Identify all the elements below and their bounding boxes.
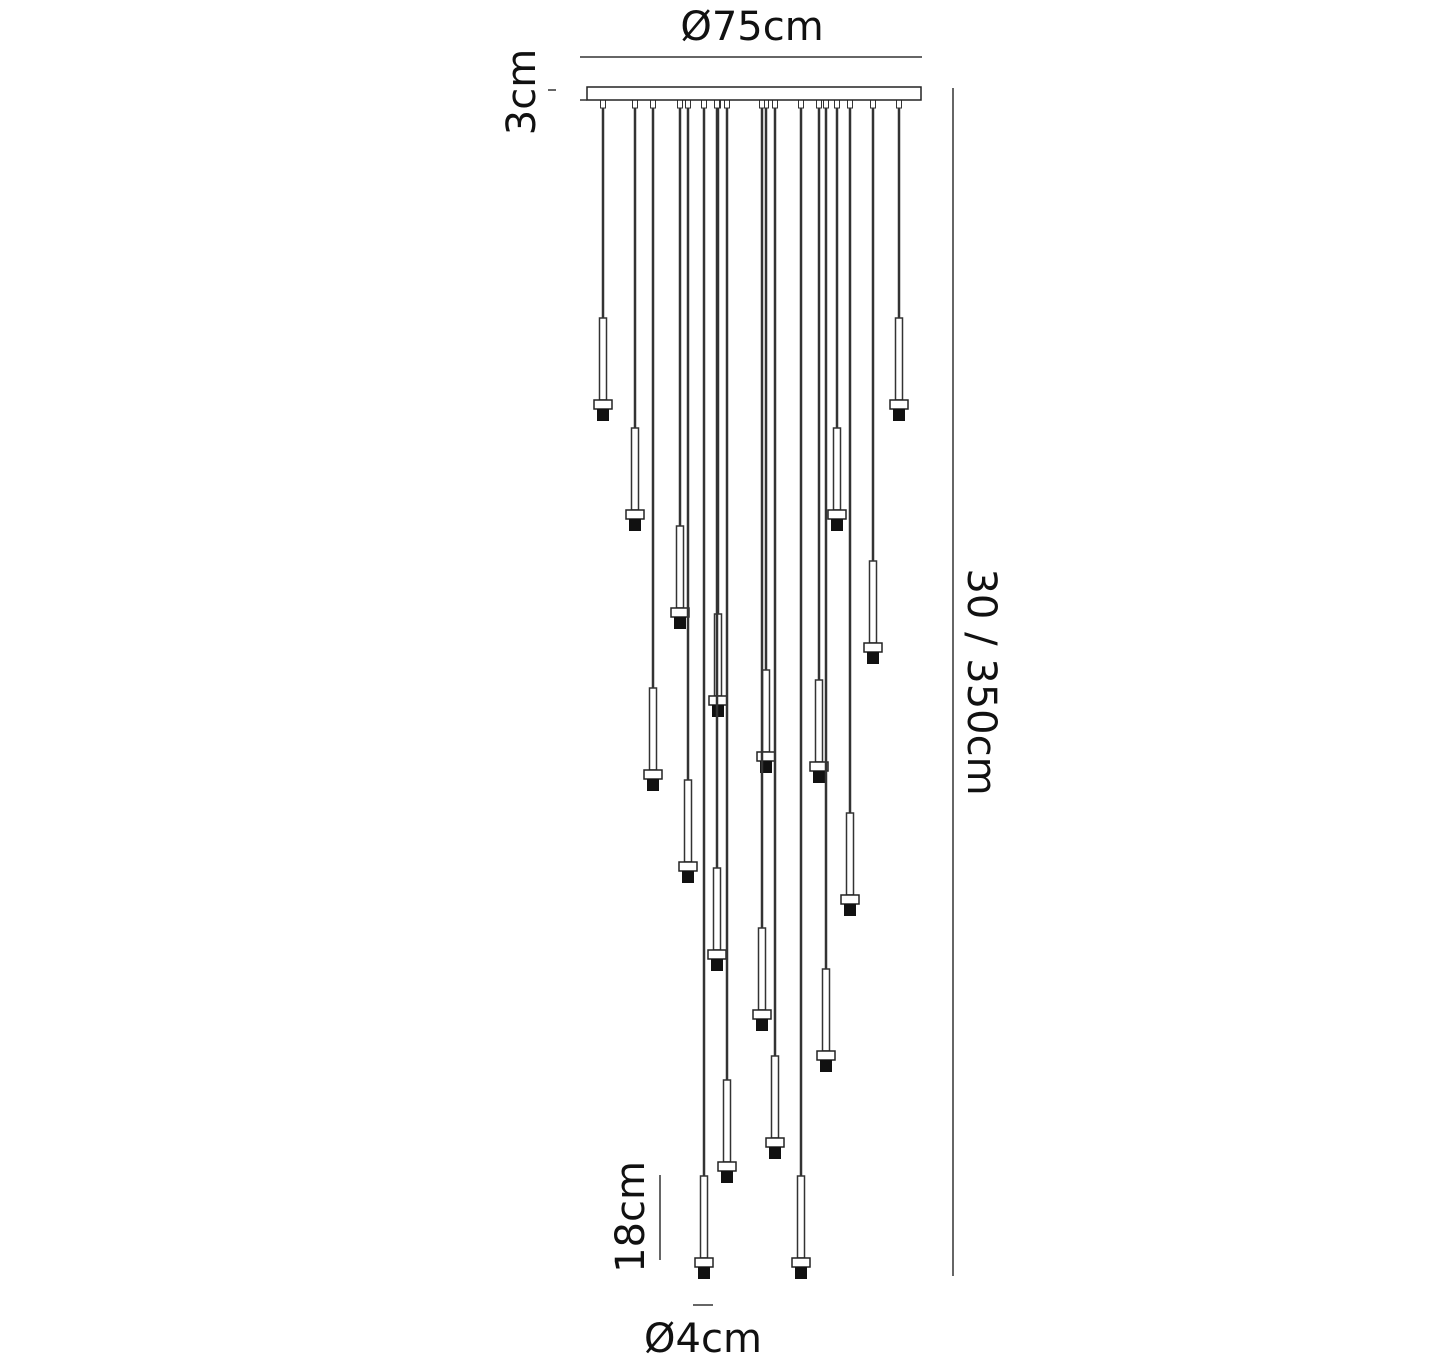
- pendants: [593, 99, 909, 1279]
- cable-grip: [677, 99, 683, 109]
- cable-grip: [650, 99, 656, 109]
- cable-grip: [632, 99, 638, 109]
- shade: [821, 968, 831, 1052]
- holder: [707, 949, 727, 960]
- holder: [593, 399, 613, 410]
- shade: [675, 525, 685, 609]
- shade: [796, 1175, 806, 1259]
- bulb: [844, 904, 856, 916]
- shade: [814, 679, 824, 763]
- bulb: [711, 959, 723, 971]
- cable-grip: [834, 99, 840, 109]
- bulb: [647, 779, 659, 791]
- shade-height-label: 18cm: [608, 1161, 654, 1273]
- bulb: [698, 1267, 710, 1279]
- bulb: [769, 1147, 781, 1159]
- bulb: [795, 1267, 807, 1279]
- shade: [894, 317, 904, 401]
- holder: [752, 1009, 772, 1020]
- bulb: [867, 652, 879, 664]
- width-label: Ø75cm: [680, 4, 823, 50]
- bulb: [831, 519, 843, 531]
- shade: [832, 427, 842, 511]
- cable-grip: [816, 99, 822, 109]
- cable-grip: [896, 99, 902, 109]
- canopy-label: 3cm: [499, 49, 545, 135]
- cable-grip: [714, 99, 720, 109]
- shade-width-label: Ø4cm: [644, 1316, 762, 1361]
- holder: [863, 642, 883, 653]
- holder: [625, 509, 645, 520]
- shade: [757, 927, 767, 1011]
- shade: [845, 812, 855, 896]
- bulb: [597, 409, 609, 421]
- cable-grip: [724, 99, 730, 109]
- holder: [791, 1257, 811, 1268]
- holder: [717, 1161, 737, 1172]
- holder: [816, 1050, 836, 1061]
- bulb: [756, 1019, 768, 1031]
- bulb: [674, 617, 686, 629]
- holder: [643, 769, 663, 780]
- bulb: [721, 1171, 733, 1183]
- cable-grip: [685, 99, 691, 109]
- shade: [630, 427, 640, 511]
- holder: [889, 399, 909, 410]
- shade: [699, 1175, 709, 1259]
- bulb: [820, 1060, 832, 1072]
- cable-grip: [772, 99, 778, 109]
- cable-grip: [847, 99, 853, 109]
- shade: [722, 1079, 732, 1163]
- holder: [670, 607, 690, 618]
- holder: [827, 509, 847, 520]
- holder: [840, 894, 860, 905]
- drop-label: 30 / 350cm: [958, 568, 1004, 795]
- shade: [770, 1055, 780, 1139]
- bulb: [813, 771, 825, 783]
- shade: [761, 669, 771, 753]
- bulb: [629, 519, 641, 531]
- cable-grip: [870, 99, 876, 109]
- cable-grip: [600, 99, 606, 109]
- shade: [712, 867, 722, 951]
- shade: [683, 779, 693, 863]
- shade: [598, 317, 608, 401]
- bulb: [682, 871, 694, 883]
- cable-grip: [823, 99, 829, 109]
- holder: [694, 1257, 714, 1268]
- shade: [648, 687, 658, 771]
- holder: [765, 1137, 785, 1148]
- holder: [756, 751, 776, 762]
- canopy: [586, 86, 922, 101]
- cable-grip: [759, 99, 765, 109]
- cable-grip: [798, 99, 804, 109]
- bulb: [893, 409, 905, 421]
- holder: [678, 861, 698, 872]
- cable-grip: [701, 99, 707, 109]
- shade: [868, 560, 878, 644]
